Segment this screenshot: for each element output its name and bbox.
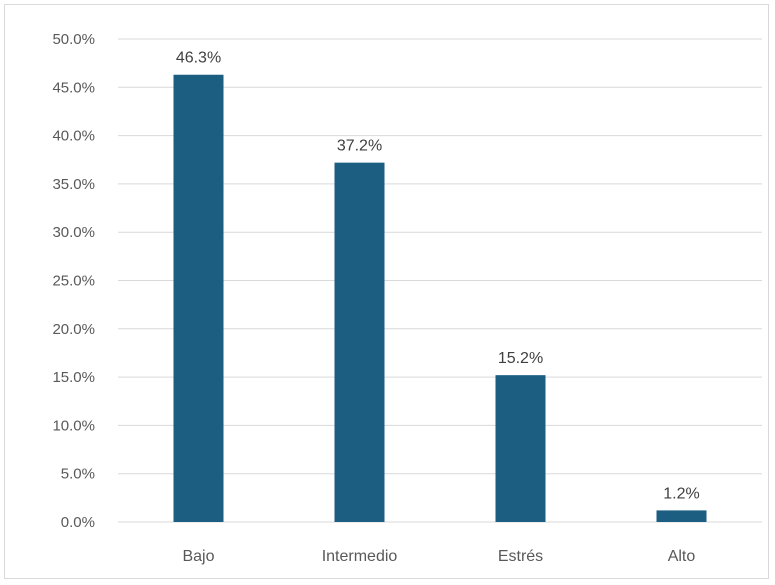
x-axis-category-labels: Bajo Intermedio Estrés Alto (182, 548, 695, 565)
data-label: 15.2% (498, 350, 543, 367)
y-tick-label: 30.0% (52, 224, 95, 241)
gridlines (118, 38, 762, 523)
x-category-label: Alto (668, 548, 696, 565)
bar-bajo (173, 74, 224, 522)
y-tick-label: 5.0% (61, 466, 95, 483)
chart-frame (4, 4, 769, 579)
y-tick-label: 20.0% (52, 321, 95, 338)
data-label: 46.3% (176, 50, 221, 67)
bar-intermedio (334, 162, 385, 522)
y-tick-label: 15.0% (52, 369, 95, 386)
y-tick-label: 35.0% (52, 176, 95, 193)
y-tick-label: 40.0% (52, 128, 95, 145)
x-category-label: Estrés (498, 548, 543, 565)
y-tick-label: 0.0% (61, 514, 95, 531)
y-axis-tick-labels: 0.0% 5.0% 10.0% 15.0% 20.0% 25.0% 30.0% 35.0% 40… (52, 31, 95, 531)
y-tick-label: 50.0% (52, 31, 95, 48)
data-label: 37.2% (337, 138, 382, 155)
bar-alto (656, 510, 707, 522)
data-labels: 46.3% 37.2% 15.2% 1.2% (176, 50, 700, 503)
bars (173, 74, 707, 522)
x-category-label: Bajo (182, 548, 214, 565)
y-tick-label: 10.0% (52, 417, 95, 434)
y-tick-label: 25.0% (52, 273, 95, 290)
x-category-label: Intermedio (322, 548, 398, 565)
bar-estrés (495, 375, 546, 522)
data-label: 1.2% (663, 485, 699, 502)
y-tick-label: 45.0% (52, 79, 95, 96)
